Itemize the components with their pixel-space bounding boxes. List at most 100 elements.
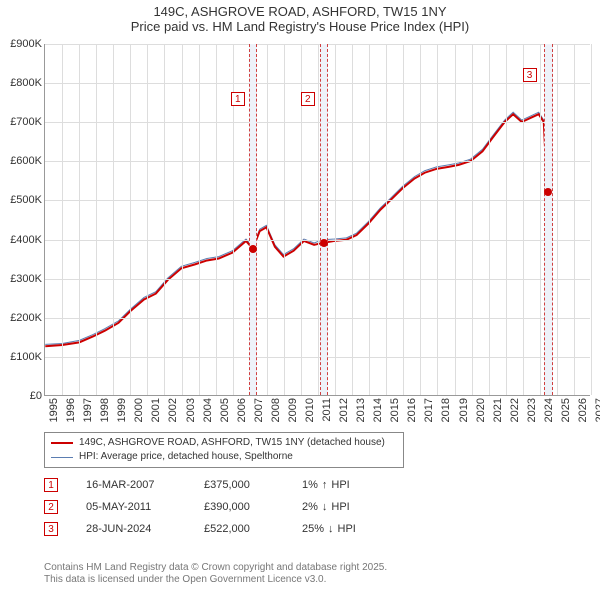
y-tick-label: £0 — [2, 390, 42, 402]
chart-container: 149C, ASHGROVE ROAD, ASHFORD, TW15 1NY P… — [0, 0, 600, 590]
x-tick-label: 2003 — [185, 398, 197, 422]
legend-label: HPI: Average price, detached house, Spel… — [79, 450, 293, 464]
legend-swatch-blue — [51, 457, 73, 458]
chart-legend: 149C, ASHGROVE ROAD, ASHFORD, TW15 1NY (… — [44, 432, 404, 468]
y-tick-label: £800K — [2, 77, 42, 89]
x-tick-label: 2001 — [150, 398, 162, 422]
gridline-vertical — [335, 44, 336, 395]
series-line-price_paid — [45, 114, 550, 346]
y-tick-label: £700K — [2, 116, 42, 128]
x-tick-label: 2023 — [526, 398, 538, 422]
x-tick-label: 2020 — [475, 398, 487, 422]
gridline-vertical — [369, 44, 370, 395]
y-tick-label: £600K — [2, 155, 42, 167]
annotation-price: £522,000 — [204, 523, 274, 535]
gridline-vertical — [352, 44, 353, 395]
price-point-marker — [544, 188, 552, 196]
x-tick-label: 2022 — [509, 398, 521, 422]
gridline-vertical — [489, 44, 490, 395]
x-tick-label: 2011 — [321, 398, 333, 422]
legend-row: 149C, ASHGROVE ROAD, ASHFORD, TW15 1NY (… — [51, 436, 397, 450]
x-tick-label: 2008 — [270, 398, 282, 422]
x-tick-label: 2004 — [202, 398, 214, 422]
legend-label: 149C, ASHGROVE ROAD, ASHFORD, TW15 1NY (… — [79, 436, 385, 450]
x-tick-label: 2000 — [133, 398, 145, 422]
y-tick-label: £300K — [2, 273, 42, 285]
x-tick-label: 2005 — [219, 398, 231, 422]
annotation-price: £375,000 — [204, 479, 274, 491]
gridline-vertical — [130, 44, 131, 395]
gridline-vertical — [557, 44, 558, 395]
gridline-vertical — [113, 44, 114, 395]
annotation-row: 205-MAY-2011£390,0002%↓HPI — [44, 496, 590, 518]
title-line-1: 149C, ASHGROVE ROAD, ASHFORD, TW15 1NY — [0, 4, 600, 19]
x-tick-label: 2019 — [458, 398, 470, 422]
y-tick-label: £200K — [2, 312, 42, 324]
diff-arrow-icon: ↓ — [328, 523, 334, 535]
x-tick-label: 2016 — [406, 398, 418, 422]
gridline-vertical — [506, 44, 507, 395]
gridline-vertical — [540, 44, 541, 395]
marker-band — [249, 44, 258, 395]
legend-swatch-red — [51, 442, 73, 444]
x-tick-label: 2024 — [543, 398, 555, 422]
x-tick-label: 2013 — [355, 398, 367, 422]
y-tick-label: £900K — [2, 38, 42, 50]
x-tick-label: 2017 — [423, 398, 435, 422]
y-tick-label: £500K — [2, 194, 42, 206]
diff-percent: 2% — [302, 501, 318, 513]
diff-percent: 25% — [302, 523, 324, 535]
gridline-vertical — [472, 44, 473, 395]
x-tick-label: 2007 — [253, 398, 265, 422]
gridline-vertical — [164, 44, 165, 395]
footer-attribution: Contains HM Land Registry data © Crown c… — [44, 562, 387, 586]
gridline-vertical — [216, 44, 217, 395]
marker-band — [544, 44, 553, 395]
annotation-diff: 25% ↓ HPI — [302, 523, 356, 535]
diff-percent: 1% — [302, 479, 318, 491]
annotation-date: 28-JUN-2024 — [86, 523, 176, 535]
y-tick-label: £100K — [2, 351, 42, 363]
diff-arrow-icon: ↓ — [322, 501, 328, 513]
gridline-vertical — [455, 44, 456, 395]
gridline-vertical — [267, 44, 268, 395]
x-tick-label: 2010 — [304, 398, 316, 422]
gridline-vertical — [147, 44, 148, 395]
diff-vs-label: HPI — [331, 501, 349, 513]
x-tick-label: 2026 — [577, 398, 589, 422]
footer-line: Contains HM Land Registry data © Crown c… — [44, 562, 387, 574]
diff-vs-label: HPI — [338, 523, 356, 535]
x-tick-label: 2012 — [338, 398, 350, 422]
title-block: 149C, ASHGROVE ROAD, ASHFORD, TW15 1NY P… — [0, 0, 600, 34]
chart-plot-area: 123 — [44, 44, 590, 396]
gridline-vertical — [420, 44, 421, 395]
x-tick-label: 2018 — [440, 398, 452, 422]
gridline-vertical — [523, 44, 524, 395]
gridline-vertical — [574, 44, 575, 395]
gridline-vertical — [386, 44, 387, 395]
gridline-vertical — [403, 44, 404, 395]
legend-row: HPI: Average price, detached house, Spel… — [51, 450, 397, 464]
annotation-number-box: 1 — [44, 478, 58, 492]
gridline-vertical — [62, 44, 63, 395]
x-tick-label: 1997 — [82, 398, 94, 422]
marker-number-box: 2 — [301, 92, 315, 106]
series-line-hpi — [45, 112, 550, 344]
gridline-vertical — [591, 44, 592, 395]
annotation-row: 3 28-JUN-2024 £522,000 25% ↓ HPI — [44, 518, 590, 540]
gridline-vertical — [437, 44, 438, 395]
y-tick-label: £400K — [2, 234, 42, 246]
x-tick-label: 1995 — [48, 398, 60, 422]
x-tick-label: 2025 — [560, 398, 572, 422]
x-tick-label: 2002 — [167, 398, 179, 422]
annotation-price: £390,000 — [204, 501, 274, 513]
x-tick-label: 2006 — [236, 398, 248, 422]
annotation-number-box: 3 — [44, 522, 58, 536]
x-tick-label: 2009 — [287, 398, 299, 422]
title-line-2: Price paid vs. HM Land Registry's House … — [0, 19, 600, 34]
annotation-number-box: 2 — [44, 500, 58, 514]
annotation-diff: 1%↑HPI — [302, 479, 350, 491]
x-tick-label: 2014 — [372, 398, 384, 422]
price-point-marker — [320, 239, 328, 247]
gridline-vertical — [284, 44, 285, 395]
